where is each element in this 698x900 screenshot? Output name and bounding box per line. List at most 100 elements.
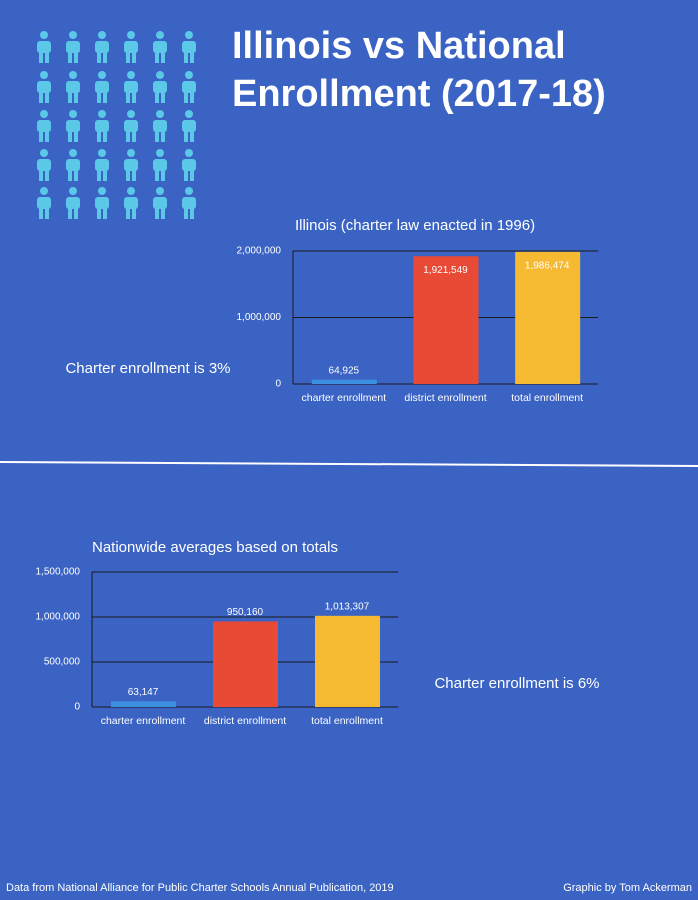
person-icon <box>37 149 51 181</box>
icon-leg <box>97 207 101 219</box>
icon-body <box>124 41 138 53</box>
icon-leg <box>132 169 136 181</box>
icon-leg <box>126 51 130 63</box>
person-icon <box>95 31 109 63</box>
bar <box>413 256 479 384</box>
icon-leg <box>39 91 43 103</box>
icon-leg <box>190 169 194 181</box>
icon-leg <box>103 207 107 219</box>
icon-head <box>185 149 193 157</box>
icon-leg <box>161 207 165 219</box>
icon-body <box>37 81 51 93</box>
icon-body <box>66 120 80 132</box>
icon-head <box>40 149 48 157</box>
value-label: 1,013,307 <box>325 601 370 612</box>
bar <box>111 701 176 707</box>
person-icon <box>66 110 80 142</box>
icon-leg <box>161 51 165 63</box>
icon-leg <box>68 91 72 103</box>
bar <box>213 621 278 707</box>
page-title: Illinois vs National Enrollment (2017-18… <box>232 25 606 115</box>
icon-leg <box>132 130 136 142</box>
icon-leg <box>184 207 188 219</box>
icon-leg <box>161 91 165 103</box>
icon-leg <box>126 169 130 181</box>
chart-title: Nationwide averages based on totals <box>92 539 338 556</box>
icon-body <box>37 159 51 171</box>
person-icon <box>182 31 196 63</box>
icon-body <box>66 159 80 171</box>
source-note: Data from National Alliance for Public C… <box>6 882 394 894</box>
icon-head <box>127 149 135 157</box>
x-tick-label: charter enrollment <box>101 715 186 727</box>
icon-leg <box>74 91 78 103</box>
icon-body <box>37 197 51 209</box>
icon-body <box>95 159 109 171</box>
icon-leg <box>190 207 194 219</box>
icon-leg <box>39 207 43 219</box>
value-label: 950,160 <box>227 607 264 618</box>
annotation: Charter enrollment is 6% <box>434 675 599 692</box>
icon-leg <box>45 130 49 142</box>
icon-leg <box>161 130 165 142</box>
icon-body <box>37 41 51 53</box>
icon-body <box>153 41 167 53</box>
person-icon <box>153 110 167 142</box>
icon-leg <box>97 51 101 63</box>
icon-leg <box>126 130 130 142</box>
icon-head <box>98 187 106 195</box>
person-icon <box>124 110 138 142</box>
person-icon <box>66 71 80 103</box>
icon-body <box>124 81 138 93</box>
icon-leg <box>45 207 49 219</box>
icon-body <box>66 81 80 93</box>
person-icon <box>37 110 51 142</box>
icon-leg <box>45 169 49 181</box>
icon-head <box>98 149 106 157</box>
value-label: 1,986,474 <box>525 261 570 272</box>
person-icon <box>124 31 138 63</box>
icon-head <box>156 31 164 39</box>
chart-title: Illinois (charter law enacted in 1996) <box>295 217 535 234</box>
icon-body <box>182 159 196 171</box>
annotation: Charter enrollment is 3% <box>65 360 230 377</box>
icon-leg <box>184 51 188 63</box>
icon-head <box>185 31 193 39</box>
icon-head <box>127 31 135 39</box>
icon-body <box>124 159 138 171</box>
icon-body <box>95 81 109 93</box>
icon-leg <box>126 91 130 103</box>
person-icon <box>182 71 196 103</box>
bar <box>311 379 377 384</box>
icon-body <box>182 41 196 53</box>
bar <box>315 615 380 707</box>
icon-head <box>156 110 164 118</box>
icon-body <box>153 197 167 209</box>
icon-head <box>69 187 77 195</box>
icon-body <box>182 120 196 132</box>
bar <box>515 251 581 384</box>
icon-leg <box>155 169 159 181</box>
icon-leg <box>39 169 43 181</box>
person-icon <box>37 187 51 219</box>
value-label: 1,921,549 <box>423 265 468 276</box>
icon-head <box>156 187 164 195</box>
divider <box>0 461 698 467</box>
icon-head <box>40 110 48 118</box>
x-tick-label: district enrollment <box>204 715 286 727</box>
icon-head <box>127 110 135 118</box>
icon-leg <box>97 130 101 142</box>
icon-leg <box>184 130 188 142</box>
people-icons <box>37 31 196 219</box>
icon-leg <box>74 51 78 63</box>
icon-leg <box>68 207 72 219</box>
icon-head <box>98 110 106 118</box>
icon-leg <box>103 169 107 181</box>
person-icon <box>37 71 51 103</box>
icon-leg <box>68 169 72 181</box>
person-icon <box>95 187 109 219</box>
icon-body <box>153 120 167 132</box>
person-icon <box>37 31 51 63</box>
icon-body <box>124 120 138 132</box>
y-tick-label: 0 <box>74 702 80 713</box>
